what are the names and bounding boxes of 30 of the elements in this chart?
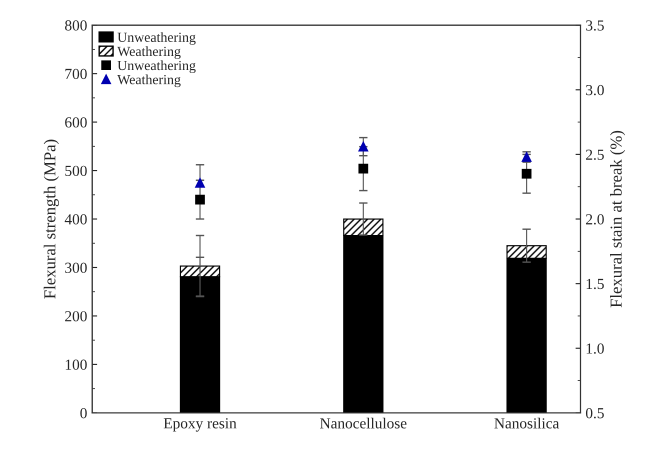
legend-label: Weathering [117,46,181,59]
y-tick-label: 500 [65,166,87,176]
y2-tick-label: 1.0 [586,343,604,354]
point [522,168,532,179]
y-tick-label: 700 [65,68,87,80]
legend-label: Weathering [117,74,181,88]
point [358,164,368,174]
x-tick-label: Epoxy resin [164,418,236,432]
y-tick-label: 400 [64,214,87,224]
y2-tick-label: 2.5 [586,150,604,160]
y-tick-label: 100 [66,360,87,370]
y-axis-title: Flexural strength (MPa) [44,140,59,299]
y2-axis-title: Flexural stain at break (%) [610,130,626,308]
y2-tick-label: 1.5 [586,278,604,290]
y-tick-label: 300 [65,262,87,273]
legend-label: Unweathering [118,60,196,74]
y2-tick-label: 2.0 [586,214,604,225]
y2-tick-label: 3.0 [586,84,604,96]
y-tick-label: 600 [65,117,87,128]
legend-label: Unweathering [118,32,196,45]
y-tick-label: 0 [80,408,87,418]
y2-tick-label: 0.5 [586,408,604,418]
x-tick-label: Nanosilica [494,418,560,428]
point [195,178,205,188]
point [195,194,205,204]
x-tick-label: Nanocellulose [320,418,406,428]
y-tick-label: 800 [65,20,87,31]
y-tick-label: 200 [65,311,87,322]
point [358,142,368,152]
y2-tick-label: 3.5 [586,20,604,31]
